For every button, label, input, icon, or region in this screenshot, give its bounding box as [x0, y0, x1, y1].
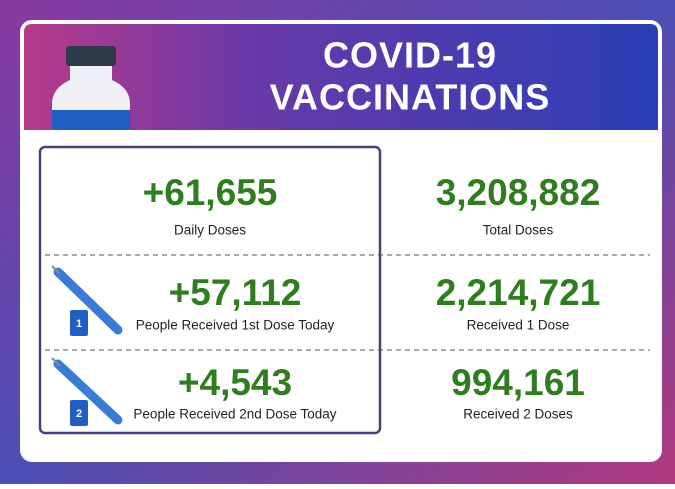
stat-label: Daily Doses: [174, 223, 246, 238]
stat-label: Received 2 Doses: [463, 407, 573, 422]
title-line: VACCINATIONS: [270, 77, 551, 118]
vial-badge: 2: [76, 408, 82, 420]
syringe-icon: 1: [51, 265, 123, 336]
stat-value: 3,208,882: [436, 172, 601, 213]
syringe-icon: 2: [51, 357, 123, 426]
stat-label: Received 1 Dose: [467, 318, 570, 333]
stat-value: 994,161: [451, 362, 585, 403]
header-band: [24, 24, 658, 130]
vial-icon: [52, 46, 130, 130]
title-line: COVID-19: [323, 35, 497, 76]
stats: +61,655 Daily Doses +57,112 People Received…: [133, 172, 600, 422]
stat-value: +61,655: [143, 172, 278, 213]
stat-label: Total Doses: [483, 223, 554, 238]
stat-value: +4,543: [178, 362, 292, 403]
stat-label: People Received 2nd Dose Today: [133, 407, 336, 422]
stat-value: 2,214,721: [436, 272, 601, 313]
stat-value: +57,112: [169, 272, 302, 313]
stat-label: People Received 1st Dose Today: [136, 318, 335, 333]
vial-badge: 1: [76, 318, 82, 330]
today-box: [38, 145, 382, 435]
card: [20, 20, 662, 462]
